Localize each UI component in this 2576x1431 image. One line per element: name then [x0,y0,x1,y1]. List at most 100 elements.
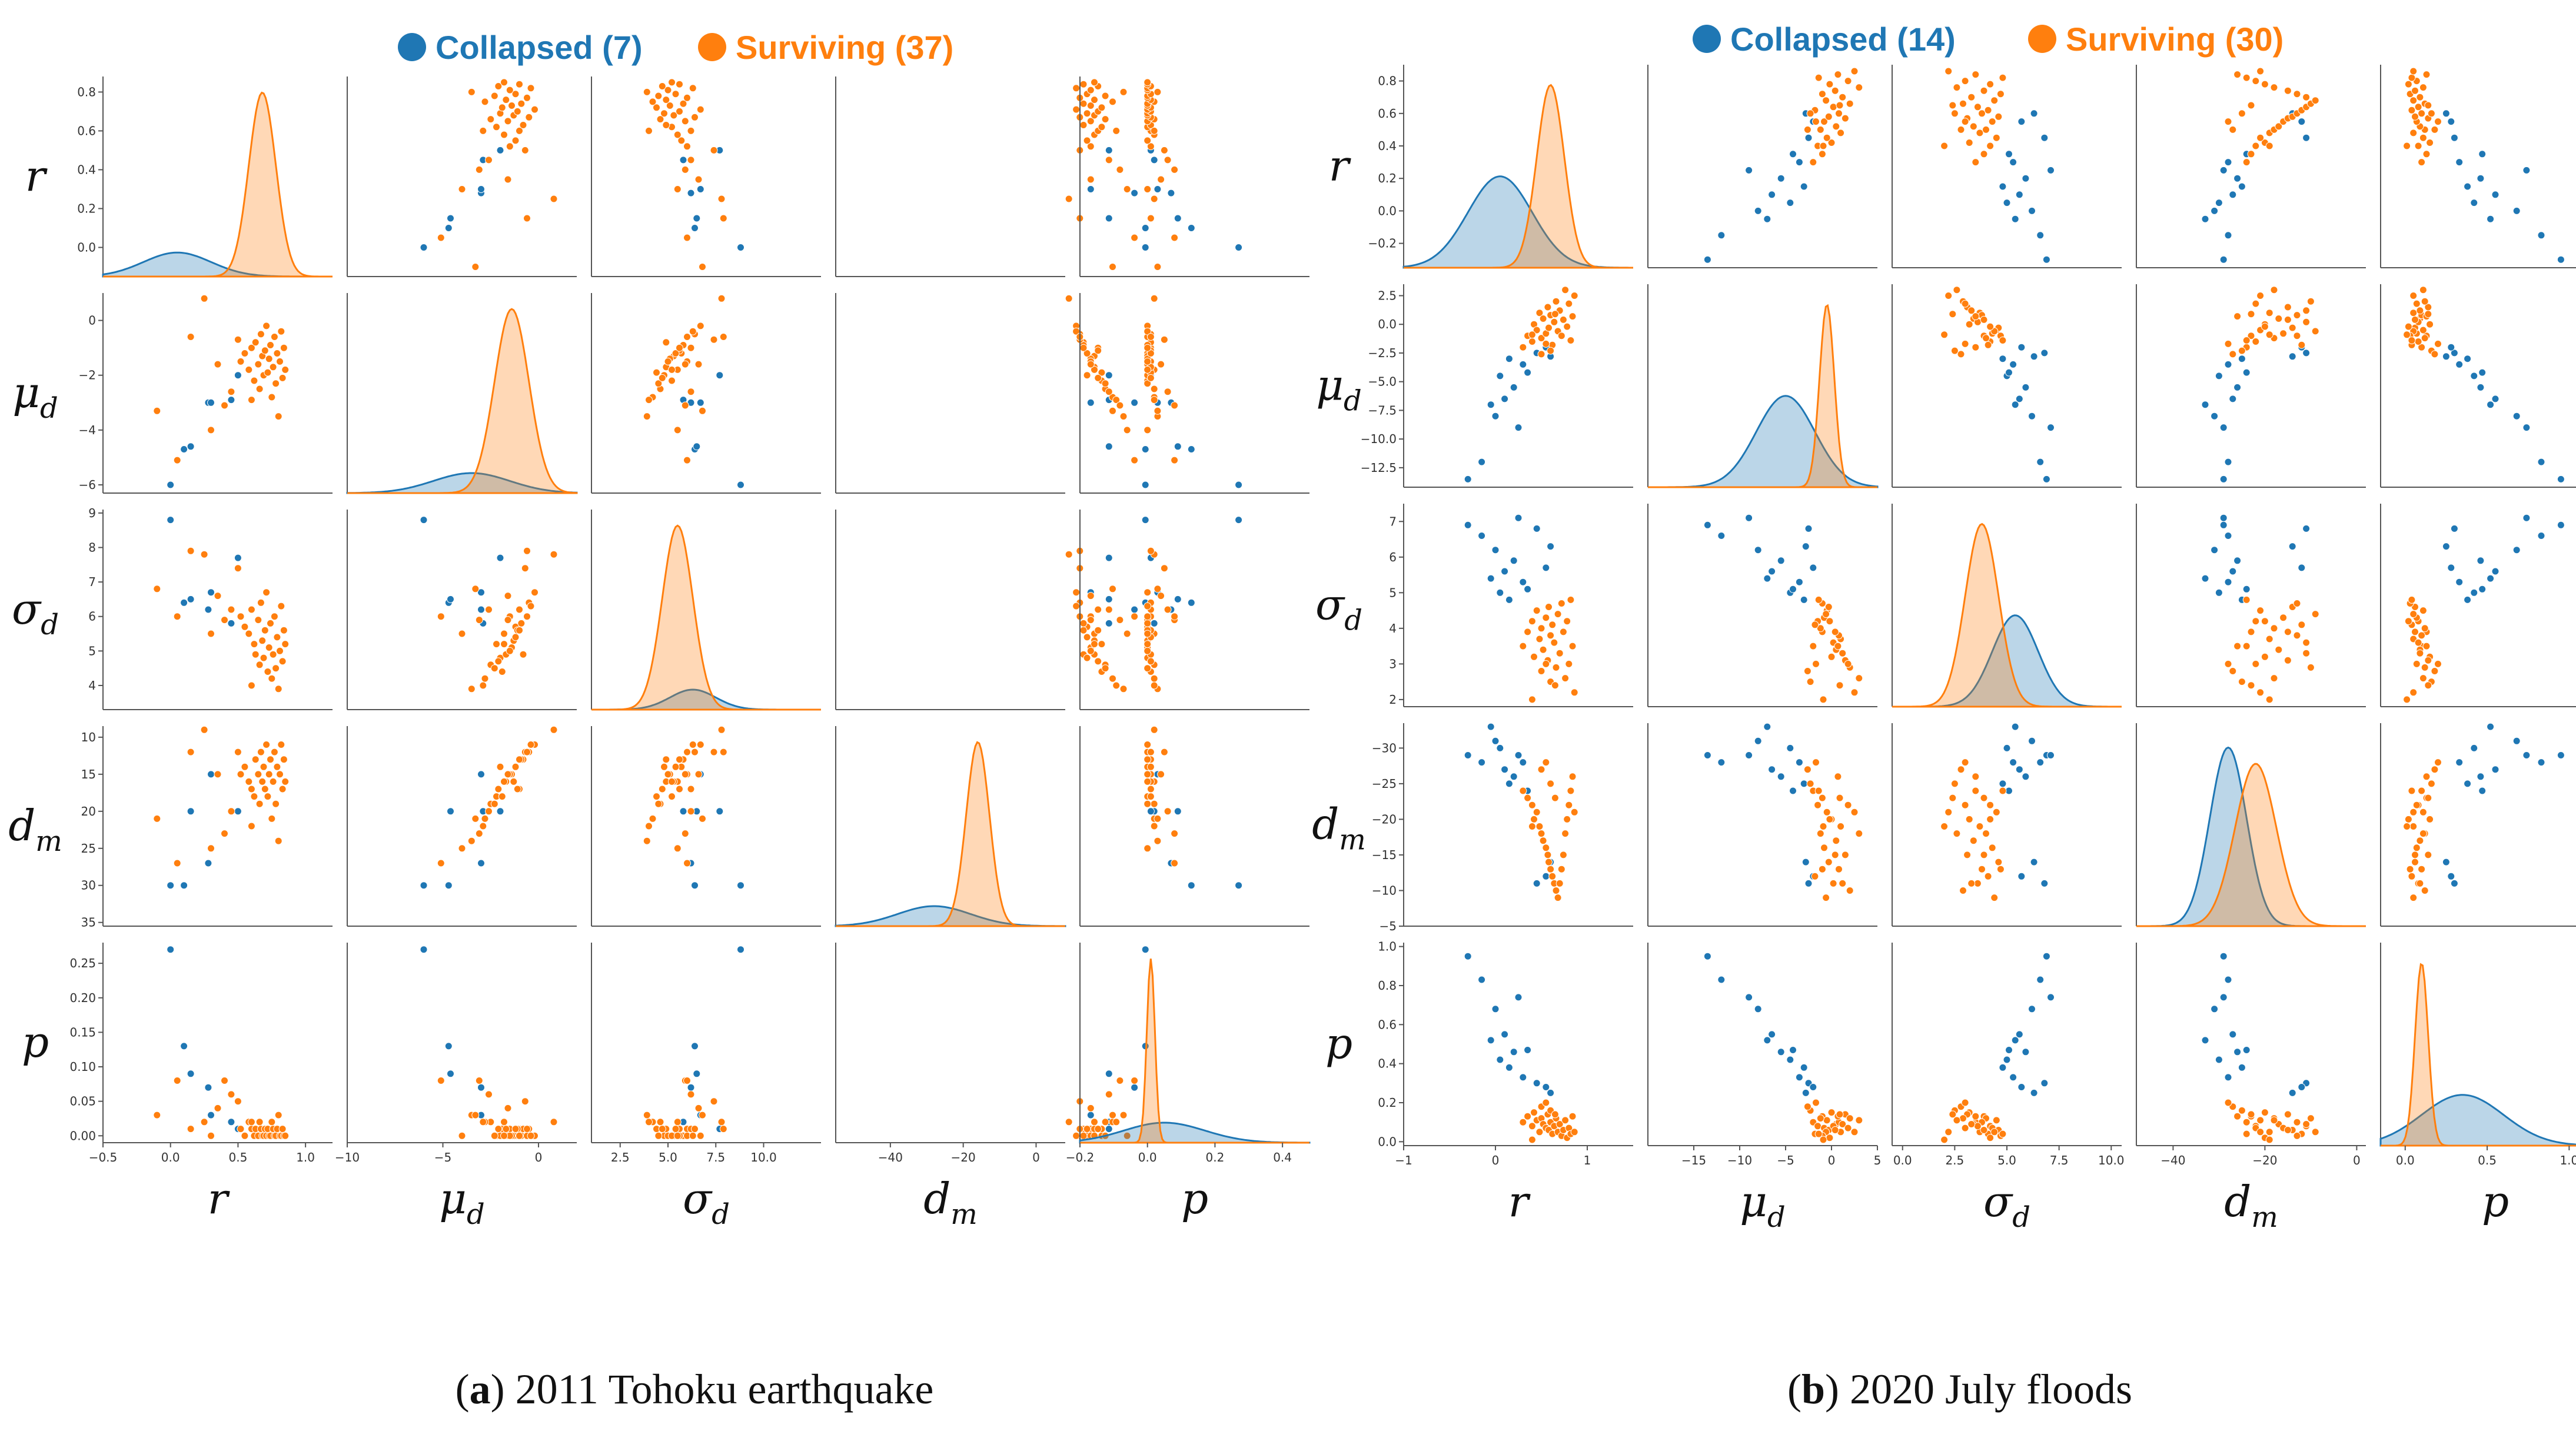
point-collapsed [2015,191,2023,199]
point-surviving [1528,1136,1536,1144]
point-surviving [1072,588,1081,597]
x-tick-label: 0.0 [1893,1153,1912,1167]
point-collapsed [227,396,235,404]
point-collapsed [2238,182,2246,191]
point-collapsed [1786,1056,1794,1064]
point-surviving [683,333,691,341]
point-surviving [1157,770,1165,778]
point-surviving [2279,330,2288,338]
point-surviving [1988,844,1996,852]
point-surviving [274,1111,282,1119]
point-collapsed [2464,355,2472,363]
row-label-3: dm [1312,800,1366,857]
point-surviving [269,650,277,658]
point-surviving [214,770,222,778]
point-surviving [2247,332,2255,340]
x-tick-label: 0.0 [2396,1153,2415,1167]
point-collapsed [1519,578,1527,586]
point-surviving [1146,793,1155,801]
y-tick-label: −4 [79,423,96,437]
point-collapsed [234,807,242,816]
point-collapsed [477,185,485,193]
panel-3-2 [1892,723,2122,927]
point-collapsed [1514,514,1523,522]
point-surviving [281,365,290,374]
point-collapsed [1141,481,1149,489]
point-surviving [269,777,277,786]
point-surviving [1990,894,1999,902]
kde-surviving [591,524,821,711]
point-collapsed [2557,255,2565,264]
point-collapsed [2040,134,2049,142]
point-surviving [1999,337,2007,344]
point-surviving [187,547,195,555]
point-surviving [1533,326,1541,334]
x-tick-label: 0 [535,1150,543,1164]
point-surviving [268,393,276,401]
point-surviving [1164,388,1172,396]
point-surviving [153,585,161,593]
point-collapsed [2003,199,2011,207]
point-collapsed [447,1070,454,1078]
point-surviving [1101,380,1109,388]
point-surviving [2421,624,2429,633]
point-collapsed [1801,543,1810,551]
point-surviving [153,1111,161,1119]
point-surviving [516,127,523,135]
point-surviving [262,322,271,330]
point-surviving [523,1125,531,1133]
point-surviving [699,407,706,415]
point-surviving [481,814,489,823]
kde-collapsed [2379,1094,2576,1147]
row-label-subscript: d [1344,385,1362,418]
point-surviving [272,664,280,673]
point-surviving [1105,1090,1113,1099]
point-surviving [1826,815,1834,823]
point-surviving [643,412,651,421]
point-surviving [1823,1116,1831,1124]
point-surviving [494,1125,503,1133]
y-tick-label: 0.8 [77,85,96,99]
point-surviving [1953,286,1961,294]
point-surviving [506,647,514,655]
point-surviving [1995,112,2003,121]
x-tick-label: −40 [2160,1153,2185,1167]
point-surviving [1544,303,1552,311]
point-surviving [2404,617,2412,625]
point-surviving [1827,1109,1836,1117]
point-surviving [1086,175,1095,184]
point-surviving [2252,338,2260,345]
y-tick-label: 0.0 [1378,204,1397,218]
point-surviving [1816,125,1824,134]
point-collapsed [1505,780,1513,788]
caption-b: (b) 2020 July floods [1787,1366,2132,1413]
point-surviving [673,131,682,139]
point-surviving [2302,649,2311,657]
point-collapsed [1501,567,1509,575]
row-label-subscript: d [1344,604,1362,637]
point-surviving [479,1118,487,1126]
point-collapsed [1496,372,1504,380]
x-tick-label: 10.0 [750,1150,777,1164]
point-surviving [475,616,483,624]
point-collapsed [693,214,701,222]
point-surviving [2265,331,2273,339]
point-collapsed [2477,383,2485,391]
point-surviving [2418,109,2426,118]
point-surviving [1157,175,1165,184]
y-tick-label: 0.6 [1378,107,1397,121]
point-surviving [2265,1136,2273,1144]
point-collapsed [1514,993,1523,1001]
point-collapsed [2491,191,2499,199]
point-surviving [1950,347,1959,355]
point-surviving [1823,808,1831,816]
point-collapsed [2470,199,2478,207]
point-surviving [2261,617,2269,625]
point-surviving [1548,621,1557,629]
point-collapsed [2211,546,2219,554]
point-surviving [471,814,480,823]
point-collapsed [1524,585,1532,593]
point-collapsed [2522,166,2531,174]
point-surviving [1519,787,1527,795]
point-surviving [1967,1120,1976,1128]
